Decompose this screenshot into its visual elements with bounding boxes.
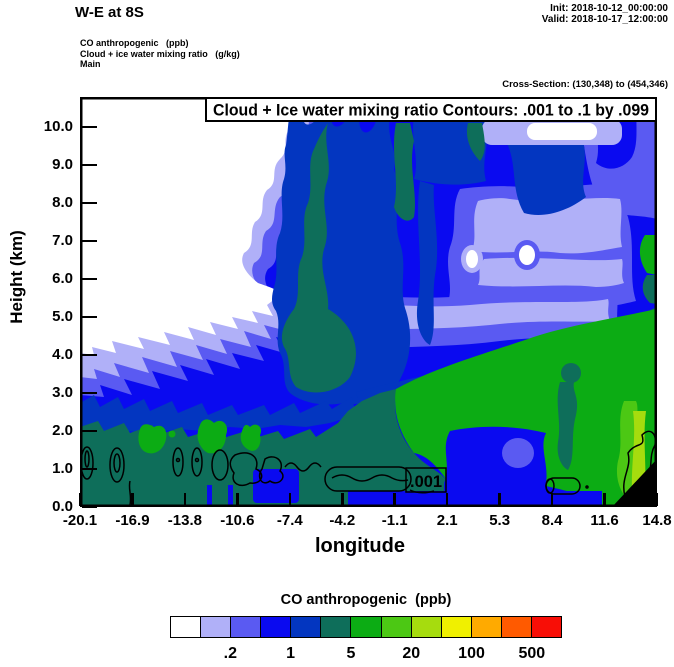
colorbar-tick-label: 1 — [286, 645, 296, 662]
y-axis-tick — [82, 277, 97, 281]
colorbar-tick-label: 5 — [346, 645, 356, 662]
colorbar-swatch — [201, 617, 232, 637]
y-axis-tick-label: 9.0 — [52, 156, 73, 173]
colorbar — [170, 616, 562, 638]
y-axis-tick — [82, 391, 97, 395]
y-axis-tick-label: 2.0 — [52, 422, 73, 439]
colorbar-swatch — [471, 617, 502, 637]
x-axis-tick — [445, 493, 449, 506]
x-axis-tick — [341, 493, 344, 506]
page-title: W-E at 8S — [75, 4, 144, 21]
y-axis-tick — [82, 315, 97, 319]
plot-title-box: Cloud + Ice water mixing ratio Contours:… — [205, 97, 657, 122]
x-axis-tick — [183, 493, 187, 506]
x-axis-tick-label: -4.2 — [329, 512, 356, 529]
field-description: CO anthropogenic (ppb) Cloud + ice water… — [80, 38, 240, 70]
colorbar-swatch — [441, 617, 472, 637]
x-axis-tick-label: -1.1 — [381, 512, 408, 529]
colorbar-swatch — [381, 617, 412, 637]
cloud-ice-contour-lines — [80, 430, 657, 506]
y-axis-tick-label: 5.0 — [52, 308, 73, 325]
x-axis-tick-label: -16.9 — [115, 512, 150, 529]
colorbar-swatch — [531, 617, 562, 637]
colorbar-tick-label: 500 — [518, 645, 546, 662]
colorbar-title: CO anthropogenic (ppb) — [280, 592, 452, 608]
x-axis-tick-label: 8.4 — [541, 512, 563, 529]
x-axis-tick — [393, 493, 396, 506]
colorbar-swatch — [261, 617, 292, 637]
plot-title: Cloud + Ice water mixing ratio Contours:… — [213, 102, 649, 120]
x-axis-tick-label: -10.6 — [220, 512, 255, 529]
y-axis-tick — [82, 353, 97, 357]
colorbar-tick-label: 20 — [402, 645, 421, 662]
colorbar-swatch — [231, 617, 262, 637]
contour-value-label: .001 — [410, 472, 442, 491]
y-axis-tick — [82, 505, 97, 509]
model-run-times: Init: 2018-10-12_00:00:00 Valid: 2018-10… — [542, 3, 668, 25]
y-axis-tick — [82, 163, 97, 167]
x-axis-tick — [236, 493, 239, 506]
contour-plot-canvas: .001 Cloud + Ice water mixing ratio Cont… — [80, 97, 657, 507]
y-axis-tick-label: 6.0 — [52, 270, 73, 287]
domain-label: Main — [80, 59, 101, 69]
valid-time: Valid: 2018-10-17_12:00:00 — [541, 14, 668, 25]
y-axis-tick — [82, 239, 97, 243]
x-axis-tick-label: -13.8 — [167, 512, 202, 529]
x-axis-tick-label: -20.1 — [62, 512, 98, 529]
x-axis-tick-label: 5.3 — [489, 512, 511, 529]
y-axis-tick — [82, 125, 97, 129]
x-axis-title: longitude — [315, 535, 405, 557]
init-time: Init: 2018-10-12_00:00:00 — [550, 3, 668, 14]
y-axis-tick-label: 10.0 — [43, 118, 73, 135]
terrain-mask — [612, 459, 657, 507]
colorbar-tick-label: .2 — [223, 645, 237, 662]
cross-section-coords: Cross-Section: (130,348) to (454,346) — [502, 79, 668, 90]
y-axis-tick-label: 3.0 — [52, 384, 73, 401]
x-axis-tick — [550, 493, 554, 506]
y-axis-tick-label: 4.0 — [52, 346, 73, 363]
filled-contour-field — [80, 97, 657, 507]
x-axis-tick-label: 14.8 — [642, 512, 672, 529]
x-axis-tick — [655, 493, 659, 506]
x-axis-tick — [288, 493, 292, 506]
colorbar-tick-label: 100 — [458, 645, 485, 662]
colorbar-swatch — [501, 617, 532, 637]
y-axis-tick-label: 0.0 — [52, 498, 73, 515]
colorbar-swatch — [411, 617, 442, 637]
colorbar-swatch — [321, 617, 352, 637]
x-axis-tick-label: -7.4 — [276, 512, 303, 529]
x-axis-tick — [603, 493, 606, 506]
x-axis-tick — [78, 493, 82, 506]
x-axis-tick — [131, 493, 134, 506]
y-axis-tick-label: 1.0 — [52, 460, 73, 477]
y-axis-tick — [82, 467, 97, 471]
y-axis-tick-label: 8.0 — [52, 194, 73, 211]
colorbar-swatch — [171, 617, 202, 637]
y-axis-tick-label: 7.0 — [52, 232, 73, 249]
colorbar-swatch — [351, 617, 382, 637]
contour-field-label: Cloud + ice water mixing ratio (g/kg) — [80, 48, 240, 59]
y-axis-tick — [82, 429, 97, 433]
x-axis-tick-label: 2.1 — [436, 512, 458, 529]
colorbar-swatch — [291, 617, 322, 637]
y-axis-tick — [82, 201, 97, 205]
x-axis-tick — [498, 493, 501, 506]
shaded-field-label: CO anthropogenic (ppb) — [80, 38, 189, 48]
x-axis-tick-label: 11.6 — [590, 512, 619, 529]
